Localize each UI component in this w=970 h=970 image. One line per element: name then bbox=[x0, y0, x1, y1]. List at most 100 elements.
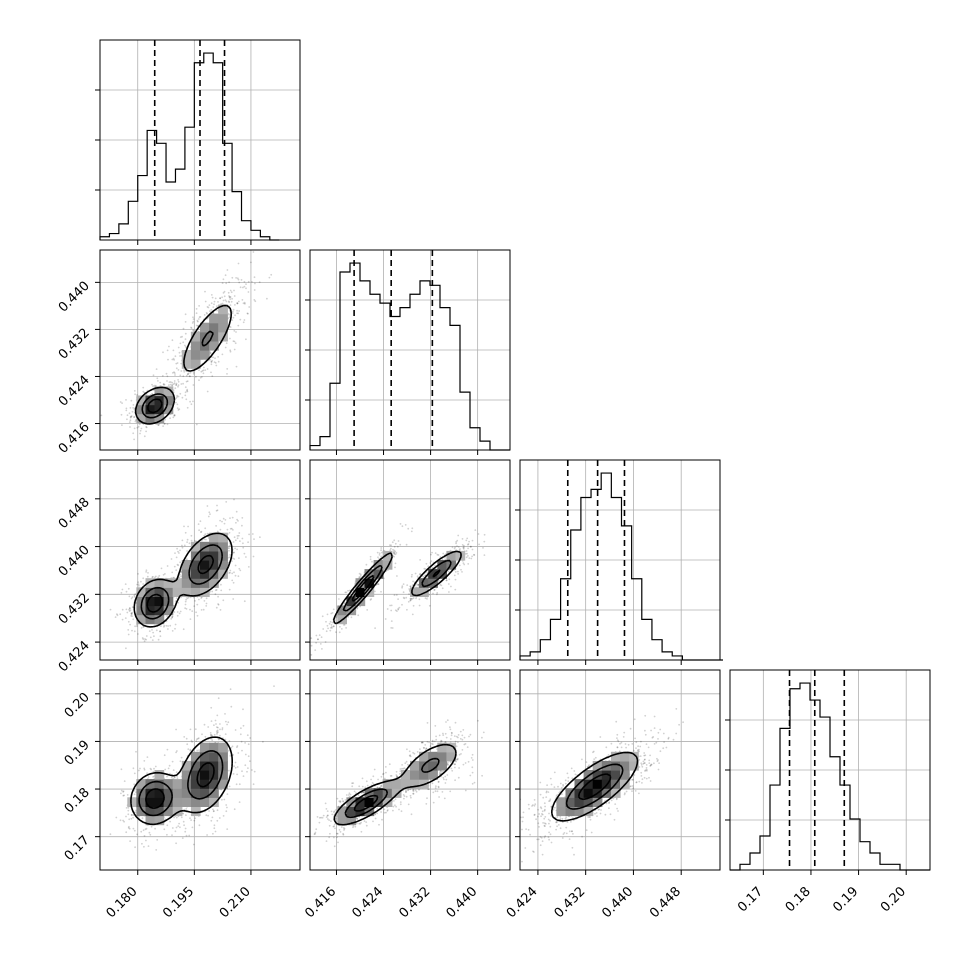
scatter-panel-1-2 bbox=[305, 459, 511, 665]
density-cell bbox=[218, 779, 228, 789]
sample-point bbox=[125, 647, 127, 650]
sample-point bbox=[428, 741, 430, 744]
sample-point bbox=[135, 750, 137, 753]
sample-point bbox=[434, 552, 437, 554]
density-cell bbox=[200, 770, 210, 780]
sample-point bbox=[321, 648, 323, 650]
sample-point bbox=[421, 741, 423, 744]
sample-point bbox=[315, 828, 318, 831]
sample-point bbox=[345, 794, 348, 796]
sample-point bbox=[196, 614, 199, 617]
sample-point bbox=[210, 819, 213, 822]
sample-point bbox=[162, 383, 165, 385]
sample-point bbox=[215, 509, 218, 512]
sample-point bbox=[120, 591, 123, 594]
sample-point bbox=[233, 330, 236, 332]
sample-point bbox=[150, 768, 153, 771]
sample-point bbox=[152, 374, 155, 377]
sample-point bbox=[370, 778, 372, 781]
sample-point bbox=[544, 816, 547, 818]
sample-point bbox=[115, 816, 118, 819]
sample-point bbox=[169, 383, 172, 386]
sample-point bbox=[394, 566, 396, 569]
sample-point bbox=[121, 608, 124, 611]
sample-point bbox=[178, 576, 181, 579]
contour-level bbox=[353, 794, 379, 812]
density-cell bbox=[181, 350, 192, 360]
sample-point bbox=[178, 822, 181, 825]
density-cell bbox=[163, 797, 174, 807]
sample-point bbox=[129, 416, 132, 419]
sample-point bbox=[393, 551, 396, 554]
sample-point bbox=[109, 833, 112, 836]
sample-point bbox=[242, 775, 245, 777]
sample-point bbox=[407, 789, 409, 792]
density-cell bbox=[190, 770, 201, 780]
sample-point bbox=[366, 609, 369, 611]
sample-point bbox=[173, 382, 176, 384]
sample-point bbox=[175, 826, 178, 829]
density-cell bbox=[190, 359, 201, 369]
sample-point bbox=[343, 829, 345, 831]
sample-point bbox=[134, 593, 137, 596]
sample-point bbox=[229, 688, 232, 691]
density-cell bbox=[154, 614, 165, 625]
sample-point bbox=[227, 312, 230, 315]
sample-point bbox=[205, 602, 208, 605]
sample-point bbox=[483, 540, 486, 543]
sample-point bbox=[457, 546, 460, 548]
sample-point bbox=[204, 369, 207, 371]
contour-level bbox=[141, 330, 214, 419]
sample-point bbox=[179, 826, 181, 829]
sample-point bbox=[156, 423, 159, 426]
sample-point bbox=[170, 558, 173, 560]
sample-point bbox=[466, 537, 469, 540]
sample-point bbox=[450, 585, 452, 588]
sample-point bbox=[177, 395, 180, 398]
sample-point bbox=[166, 375, 169, 378]
sample-point bbox=[181, 546, 184, 549]
density-cell bbox=[200, 742, 210, 753]
density-cell bbox=[127, 797, 137, 807]
sample-point bbox=[338, 598, 340, 600]
sample-point bbox=[237, 300, 240, 303]
sample-point bbox=[242, 234, 244, 236]
sample-point bbox=[441, 791, 444, 793]
sample-point bbox=[207, 306, 210, 309]
density-cell bbox=[446, 751, 457, 762]
sample-point bbox=[140, 580, 142, 583]
density-cell bbox=[190, 587, 201, 597]
histogram-line bbox=[519, 472, 723, 661]
sample-point bbox=[210, 294, 213, 296]
sample-point bbox=[147, 776, 150, 778]
sample-point bbox=[178, 612, 181, 615]
sample-point bbox=[413, 752, 416, 755]
sample-point bbox=[206, 306, 209, 308]
sample-point bbox=[324, 802, 327, 805]
sample-point bbox=[383, 811, 386, 814]
density-cell bbox=[218, 313, 228, 324]
density-cell bbox=[154, 587, 165, 597]
sample-point bbox=[464, 553, 467, 555]
sample-point bbox=[141, 842, 143, 845]
sample-point bbox=[241, 749, 243, 752]
sample-point bbox=[446, 763, 449, 766]
panel-frame bbox=[99, 459, 301, 661]
sample-point bbox=[133, 772, 136, 775]
sample-point bbox=[162, 425, 165, 427]
sample-point bbox=[228, 572, 231, 574]
sample-point bbox=[189, 618, 192, 620]
sample-point bbox=[191, 826, 194, 829]
sample-point bbox=[185, 608, 188, 610]
sample-point bbox=[224, 733, 227, 735]
density-cell bbox=[209, 751, 219, 762]
sample-point bbox=[352, 782, 355, 784]
density-cell bbox=[200, 550, 210, 561]
sample-point bbox=[109, 608, 112, 611]
sample-point bbox=[198, 316, 201, 318]
sample-point bbox=[136, 625, 138, 628]
sample-point bbox=[331, 612, 334, 614]
sample-point bbox=[174, 355, 177, 358]
sample-point bbox=[179, 342, 182, 345]
sample-point bbox=[225, 300, 228, 303]
